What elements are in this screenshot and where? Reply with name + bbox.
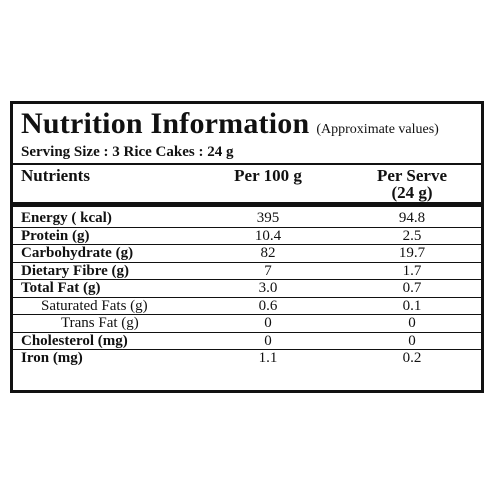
nutrient-name: Energy ( kcal) (21, 210, 112, 226)
table-row: Cholesterol (mg) 0 0 (13, 332, 481, 350)
value-per-serve: 0.1 (402, 297, 422, 314)
header-per-serve: Per Serve (24 g) (357, 167, 467, 201)
serving-size: Serving Size : 3 Rice Cakes : 24 g (21, 144, 234, 160)
nutrient-name: Total Fat (g) (21, 280, 101, 296)
value-per-100g: 1.1 (258, 350, 278, 366)
table-row: Protein (g) 10.4 2.5 (13, 227, 481, 245)
table-row: Dietary Fibre (g) 7 1.7 (13, 262, 481, 280)
value-per-serve: 1.7 (402, 262, 422, 279)
nutrient-name: Protein (g) (21, 227, 90, 244)
value-per-serve: 19.7 (398, 245, 426, 261)
nutrient-name: Carbohydrate (g) (21, 245, 134, 261)
panel-title: Nutrition Information (21, 107, 310, 140)
table-row: Energy ( kcal) 395 94.8 (13, 210, 481, 228)
table-row: Carbohydrate (g) 82 19.7 (13, 245, 481, 263)
value-per-100g: 0 (264, 315, 272, 331)
title-note: (Approximate values) (316, 122, 439, 137)
value-per-100g: 82 (260, 245, 276, 261)
value-per-100g: 7 (264, 262, 272, 279)
nutrient-name: Trans Fat (g) (61, 315, 139, 331)
header-per-serve-line1: Per Serve (376, 166, 447, 185)
nutrient-rows: Energy ( kcal) 395 94.8 Protein (g) 10.4… (13, 210, 481, 367)
nutrition-panel: Nutrition Information (Approximate value… (10, 101, 484, 393)
header-nutrients: Nutrients (21, 166, 90, 185)
value-per-100g: 10.4 (254, 227, 282, 244)
value-per-serve: 0.7 (402, 280, 422, 296)
nutrient-name: Iron (mg) (21, 350, 83, 366)
header-per-serve-line2: (24 g) (391, 183, 433, 202)
nutrient-name: Dietary Fibre (g) (21, 262, 130, 279)
divider-thick (13, 202, 481, 207)
nutrient-name: Saturated Fats (g) (41, 297, 148, 314)
value-per-serve: 94.8 (398, 210, 426, 226)
value-per-serve: 0.2 (402, 350, 422, 366)
value-per-100g: 0 (264, 332, 272, 349)
value-per-serve: 0 (408, 332, 416, 349)
divider (13, 163, 481, 165)
table-row: Iron (mg) 1.1 0.2 (13, 350, 481, 367)
table-row: Total Fat (g) 3.0 0.7 (13, 280, 481, 298)
table-row: Saturated Fats (g) 0.6 0.1 (13, 297, 481, 315)
value-per-100g: 0.6 (258, 297, 278, 314)
header-per-100g: Per 100 g (234, 166, 302, 185)
value-per-100g: 395 (256, 210, 280, 226)
value-per-serve: 2.5 (402, 227, 422, 244)
title-row: Nutrition Information (Approximate value… (21, 107, 439, 141)
nutrient-name: Cholesterol (mg) (21, 332, 128, 349)
value-per-serve: 0 (408, 315, 416, 331)
value-per-100g: 3.0 (258, 280, 278, 296)
table-row: Trans Fat (g) 0 0 (13, 315, 481, 333)
